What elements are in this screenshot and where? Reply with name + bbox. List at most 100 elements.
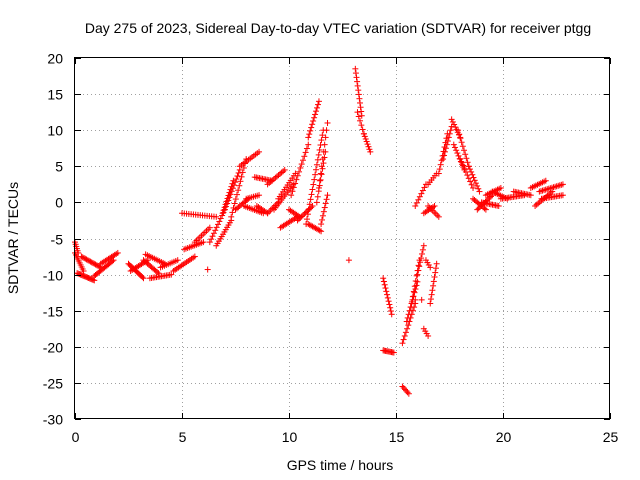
data-point xyxy=(454,150,461,157)
data-point xyxy=(434,212,441,219)
data-point xyxy=(404,314,411,321)
data-point xyxy=(296,168,303,175)
data-point xyxy=(280,168,287,175)
data-point xyxy=(468,181,475,188)
data-point xyxy=(89,260,96,267)
data-point xyxy=(474,182,481,189)
data-point xyxy=(318,228,325,235)
data-point xyxy=(415,262,422,269)
data-point xyxy=(206,224,213,231)
data-point xyxy=(302,149,309,156)
data-point xyxy=(322,200,329,207)
data-point xyxy=(305,134,312,141)
data-point xyxy=(383,288,390,295)
data-point xyxy=(357,104,364,111)
data-point xyxy=(430,282,437,289)
y-tick-label: -15 xyxy=(43,304,63,320)
y-tick-labels: -30 -25 -20 -15 -10 -5 0 5 10 15 20 xyxy=(43,51,63,428)
y-tick-label: -30 xyxy=(43,412,63,428)
chart-title: Day 275 of 2023, Sidereal Day-to-day VTE… xyxy=(85,20,591,36)
data-point xyxy=(320,148,327,155)
data-point xyxy=(354,82,361,89)
data-point xyxy=(451,121,458,128)
data-point xyxy=(321,204,328,211)
data-point xyxy=(532,203,539,210)
data-point xyxy=(412,278,419,285)
data-point xyxy=(356,95,363,102)
data-point xyxy=(416,193,423,200)
data-point xyxy=(318,163,325,170)
data-point xyxy=(354,109,361,116)
data-point xyxy=(380,275,387,282)
data-point xyxy=(410,288,417,295)
data-point xyxy=(307,196,314,203)
data-point xyxy=(458,139,465,146)
data-point xyxy=(256,148,263,155)
data-point xyxy=(415,267,422,274)
data-point xyxy=(214,221,221,228)
data-point xyxy=(447,127,454,134)
data-point xyxy=(406,307,413,314)
data-point xyxy=(304,216,311,223)
data-point xyxy=(363,138,370,145)
data-point xyxy=(294,217,301,224)
data-point xyxy=(275,172,282,179)
data-point xyxy=(358,108,365,115)
data-point xyxy=(231,182,238,189)
data-point xyxy=(314,193,321,200)
data-point xyxy=(304,211,311,218)
data-point xyxy=(384,291,391,298)
data-point xyxy=(84,257,91,264)
data-point xyxy=(432,265,439,272)
data-point xyxy=(467,178,474,185)
data-point xyxy=(86,257,93,264)
data-point xyxy=(464,159,471,166)
data-point xyxy=(310,118,317,125)
data-point xyxy=(80,254,87,261)
data-point xyxy=(361,133,368,140)
data-point xyxy=(388,311,395,318)
data-point xyxy=(380,278,387,285)
x-axis-title: GPS time / hours xyxy=(287,457,394,473)
data-point xyxy=(80,267,87,274)
data-point xyxy=(402,329,409,336)
data-point xyxy=(220,207,227,214)
data-point xyxy=(401,386,408,393)
data-point xyxy=(438,157,445,164)
data-point xyxy=(320,160,327,167)
data-point xyxy=(443,141,450,148)
data-point xyxy=(313,166,320,173)
data-point xyxy=(228,213,235,220)
data-point xyxy=(208,236,215,243)
data-point xyxy=(311,114,318,121)
data-point xyxy=(440,156,447,163)
data-point xyxy=(432,210,439,217)
y-tick-label: -5 xyxy=(51,232,64,248)
data-point xyxy=(462,151,469,158)
data-point xyxy=(298,213,305,220)
y-tick-label: -25 xyxy=(43,376,63,392)
data-point xyxy=(433,260,440,267)
data-point xyxy=(212,227,219,234)
data-point xyxy=(448,116,455,123)
data-point xyxy=(303,145,310,152)
data-point xyxy=(419,246,426,253)
data-point xyxy=(365,143,372,150)
data-point xyxy=(355,113,362,120)
data-point xyxy=(357,117,364,124)
data-point xyxy=(431,209,438,216)
data-point xyxy=(359,126,366,133)
data-point xyxy=(462,168,469,175)
data-point xyxy=(210,230,217,237)
data-point xyxy=(403,318,410,325)
data-point xyxy=(288,192,295,199)
data-point xyxy=(460,162,467,169)
data-point xyxy=(542,177,549,184)
data-point xyxy=(482,206,489,213)
data-point xyxy=(213,213,220,220)
data-point xyxy=(535,200,542,207)
data-point xyxy=(357,99,364,106)
data-point xyxy=(475,205,482,212)
data-point xyxy=(233,176,240,183)
data-point xyxy=(93,262,100,269)
